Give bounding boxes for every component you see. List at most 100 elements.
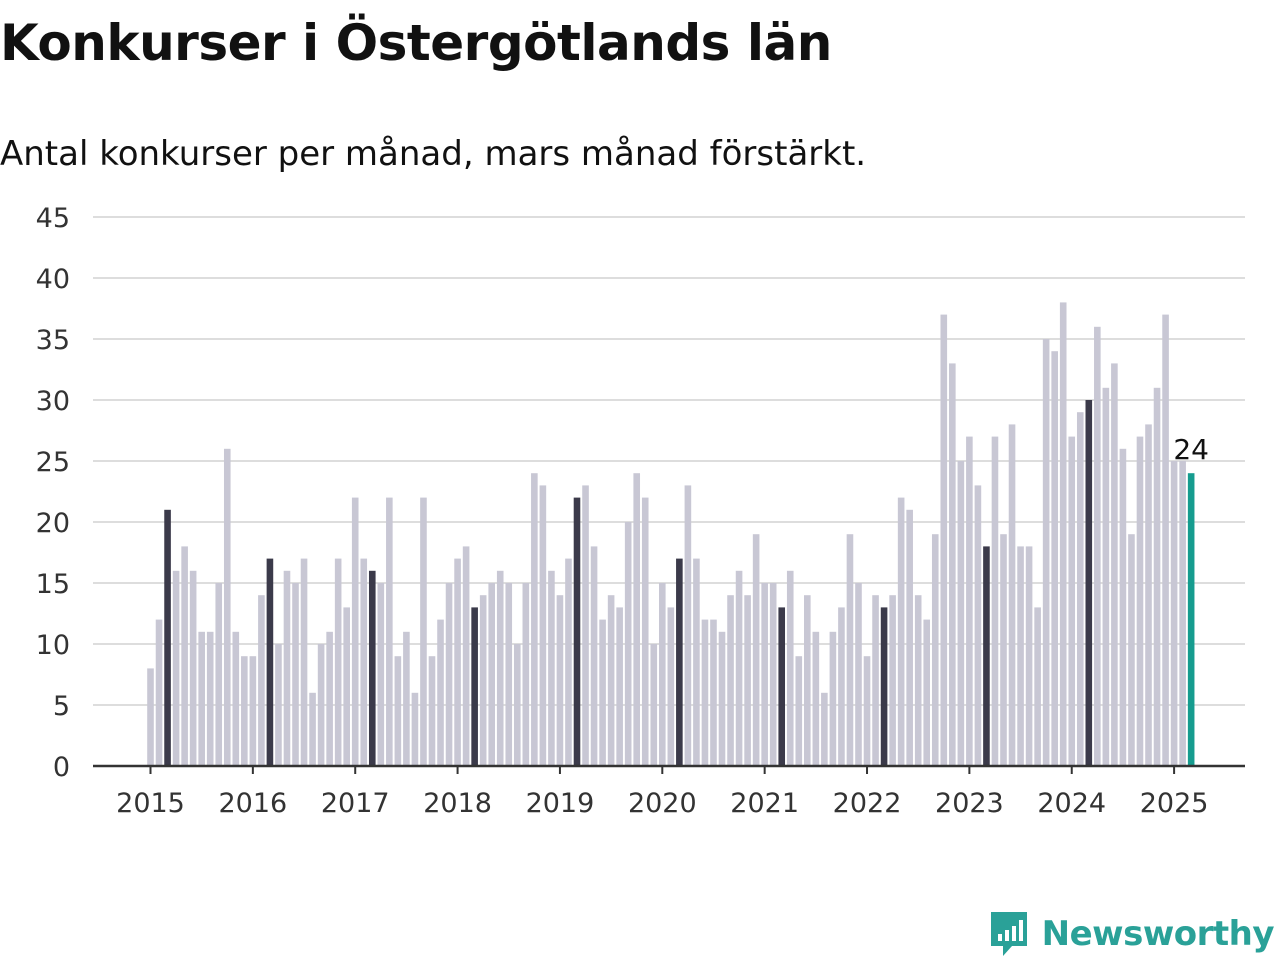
bar — [428, 656, 436, 766]
bar — [565, 558, 572, 766]
bar — [701, 619, 709, 766]
bar — [292, 583, 299, 766]
bar — [1008, 424, 1016, 766]
bar — [607, 595, 615, 766]
bar — [1076, 412, 1084, 766]
bar — [769, 583, 777, 766]
x-tick-label: 2023 — [935, 788, 1004, 819]
bar — [386, 497, 393, 766]
bar — [548, 570, 555, 766]
bar — [1085, 400, 1093, 766]
bar — [735, 570, 743, 766]
bar — [189, 570, 197, 766]
bar — [966, 436, 973, 766]
y-tick-label: 10 — [36, 630, 70, 661]
bar — [863, 656, 871, 766]
bar — [351, 497, 359, 766]
bar — [172, 570, 180, 766]
x-tick-label: 2015 — [116, 788, 185, 819]
bar — [1034, 607, 1041, 766]
bar — [215, 583, 223, 766]
bar — [377, 583, 385, 766]
y-tick-label: 0 — [53, 752, 70, 783]
bar — [590, 546, 598, 766]
bar — [368, 570, 376, 766]
bar — [206, 631, 214, 766]
x-tick-label: 2022 — [833, 788, 902, 819]
bar — [974, 485, 982, 766]
bar — [906, 509, 913, 766]
bar — [1187, 473, 1195, 766]
y-tick-label: 30 — [36, 386, 70, 417]
bar — [1128, 534, 1135, 766]
y-tick-label: 5 — [53, 691, 70, 722]
bar — [556, 595, 564, 766]
bar — [198, 631, 205, 766]
newsworthy-logo: Newsworthy — [988, 906, 1275, 962]
bar — [804, 595, 811, 766]
bar — [582, 485, 589, 766]
bar — [522, 583, 530, 766]
bar — [761, 583, 768, 766]
bar — [949, 363, 956, 766]
bar — [147, 668, 154, 766]
bar — [846, 534, 854, 766]
y-tick-label: 35 — [36, 325, 70, 356]
bar — [403, 631, 410, 766]
x-tick-label: 2025 — [1140, 788, 1209, 819]
bar — [710, 619, 717, 766]
bar — [326, 631, 333, 766]
bar — [957, 461, 965, 766]
bar — [1153, 387, 1161, 766]
x-tick-label: 2020 — [628, 788, 697, 819]
bar — [1136, 436, 1144, 766]
bar — [539, 485, 547, 766]
bar — [232, 631, 240, 766]
bar — [1017, 546, 1024, 766]
bar — [991, 436, 999, 766]
bar — [1119, 448, 1127, 766]
x-tick-label: 2021 — [730, 788, 799, 819]
bar — [641, 497, 649, 766]
y-axis-ticks: 0 5 10 15 20 25 30 35 40 45 — [36, 203, 70, 783]
y-tick-label: 25 — [36, 447, 70, 478]
bar — [1025, 546, 1033, 766]
bar — [275, 644, 282, 766]
bar — [983, 546, 990, 766]
bar — [317, 644, 325, 766]
bar — [693, 558, 700, 766]
chart-title: Konkurser i Östergötlands län — [0, 14, 832, 72]
bar — [1042, 339, 1050, 766]
x-tick-label: 2024 — [1037, 788, 1106, 819]
bar — [718, 631, 726, 766]
bar — [334, 558, 342, 766]
bar — [531, 473, 538, 766]
bar — [778, 607, 786, 766]
bar — [488, 583, 495, 766]
x-tick-label: 2019 — [526, 788, 595, 819]
bar — [1068, 436, 1076, 766]
bar — [599, 619, 606, 766]
bar — [855, 583, 862, 766]
bar — [454, 558, 461, 766]
bar — [676, 558, 683, 766]
bar — [684, 485, 692, 766]
bar — [1059, 302, 1067, 766]
bar — [923, 619, 931, 766]
bar — [752, 534, 760, 766]
bar — [471, 607, 478, 766]
bar — [411, 692, 419, 766]
bar — [727, 595, 734, 766]
bar — [462, 546, 470, 766]
bar — [659, 583, 666, 766]
bar — [795, 656, 803, 766]
bar — [360, 558, 368, 766]
bar — [420, 497, 427, 766]
bar — [258, 595, 265, 766]
bars — [147, 302, 1195, 766]
bar — [897, 497, 905, 766]
bar — [1179, 461, 1186, 766]
bar — [786, 570, 794, 766]
bar — [1145, 424, 1152, 766]
